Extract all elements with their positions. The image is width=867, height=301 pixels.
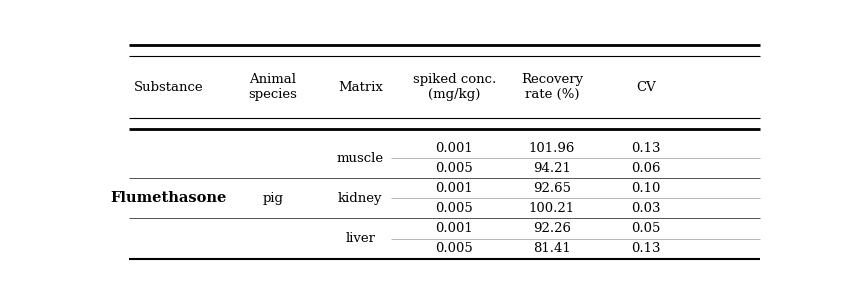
Text: muscle: muscle <box>336 152 384 165</box>
Text: 0.13: 0.13 <box>631 242 661 255</box>
Text: spiked conc.
(mg/kg): spiked conc. (mg/kg) <box>413 73 496 101</box>
Text: 0.005: 0.005 <box>435 202 473 215</box>
Text: 100.21: 100.21 <box>529 202 575 215</box>
Text: Substance: Substance <box>134 81 204 94</box>
Text: 81.41: 81.41 <box>533 242 570 255</box>
Text: CV: CV <box>636 81 655 94</box>
Text: Recovery
rate (%): Recovery rate (%) <box>521 73 583 101</box>
Text: 92.65: 92.65 <box>533 182 570 195</box>
Text: 0.001: 0.001 <box>435 182 473 195</box>
Text: 0.005: 0.005 <box>435 162 473 175</box>
Text: 0.001: 0.001 <box>435 222 473 235</box>
Text: 94.21: 94.21 <box>533 162 570 175</box>
Text: 0.13: 0.13 <box>631 142 661 155</box>
Text: kidney: kidney <box>338 192 382 205</box>
Text: 0.06: 0.06 <box>631 162 661 175</box>
Text: 101.96: 101.96 <box>529 142 575 155</box>
Text: pig: pig <box>263 192 284 205</box>
Text: 0.03: 0.03 <box>631 202 661 215</box>
Text: 0.001: 0.001 <box>435 142 473 155</box>
Text: Flumethasone: Flumethasone <box>111 191 227 205</box>
Text: 0.005: 0.005 <box>435 242 473 255</box>
Text: 0.10: 0.10 <box>631 182 661 195</box>
Text: Matrix: Matrix <box>338 81 383 94</box>
Text: liver: liver <box>345 232 375 245</box>
Text: 0.05: 0.05 <box>631 222 661 235</box>
Text: 92.26: 92.26 <box>533 222 570 235</box>
Text: Animal
species: Animal species <box>249 73 297 101</box>
